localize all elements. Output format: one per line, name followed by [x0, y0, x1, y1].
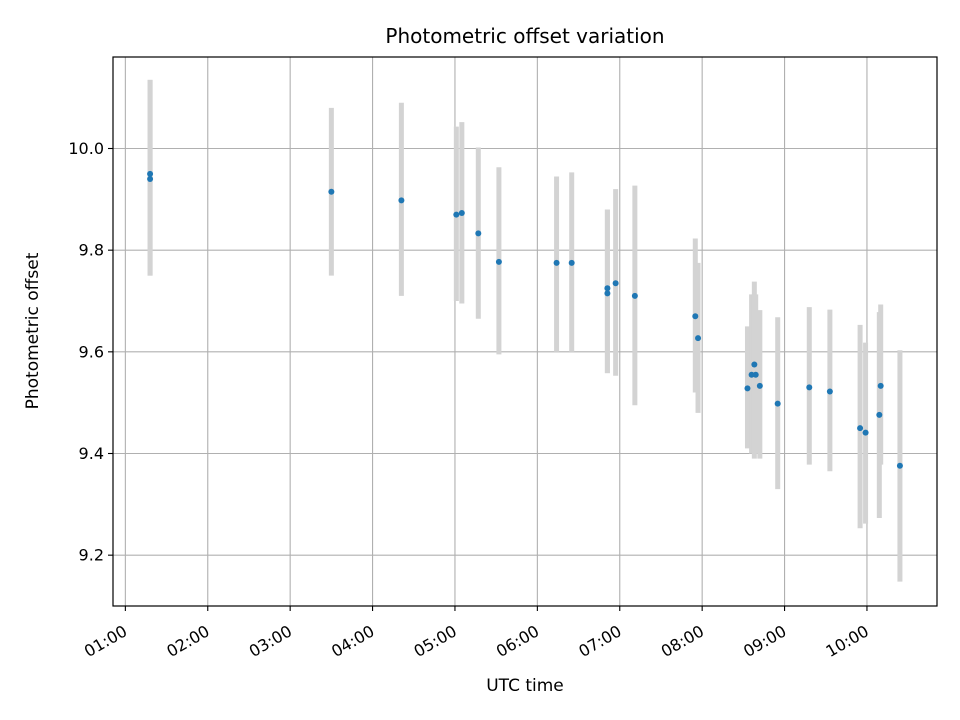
data-point	[453, 211, 460, 218]
y-tick-label: 9.6	[79, 342, 104, 361]
data-point	[756, 382, 763, 389]
data-point	[553, 259, 560, 266]
grid	[113, 57, 937, 606]
data-point	[896, 462, 903, 469]
data-point	[612, 280, 619, 287]
y-tick-label: 9.4	[79, 444, 104, 463]
x-axis-label: UTC time	[486, 676, 564, 696]
data-point	[877, 382, 884, 389]
data-point	[692, 313, 699, 320]
data-point	[398, 197, 405, 204]
y-axis-ticks: 9.2 9.4 9.6 9.8 10.0	[68, 139, 113, 565]
data-point	[475, 230, 482, 237]
data-points	[147, 170, 903, 469]
data-point	[751, 361, 758, 368]
data-point	[748, 371, 755, 378]
data-point	[806, 384, 813, 391]
data-point	[568, 259, 575, 266]
data-point	[744, 385, 751, 392]
data-point	[147, 170, 154, 177]
chart-title: Photometric offset variation	[385, 24, 664, 48]
data-point	[695, 335, 702, 342]
data-point	[495, 258, 502, 265]
data-point	[604, 285, 611, 292]
plot-frame	[112, 56, 938, 607]
data-point	[604, 290, 611, 297]
data-point	[876, 411, 883, 418]
data-point	[631, 292, 638, 299]
y-axis-label: Photometric offset	[23, 252, 43, 409]
data-point	[826, 388, 833, 395]
data-point	[857, 425, 864, 432]
y-tick-label: 9.2	[79, 546, 104, 565]
y-tick-label: 9.8	[79, 241, 104, 260]
data-point	[774, 400, 781, 407]
data-point	[147, 176, 154, 182]
data-point	[458, 210, 465, 217]
y-tick-label: 10.0	[68, 139, 104, 158]
data-point	[328, 188, 335, 195]
data-point	[752, 371, 759, 378]
data-point	[862, 429, 869, 436]
